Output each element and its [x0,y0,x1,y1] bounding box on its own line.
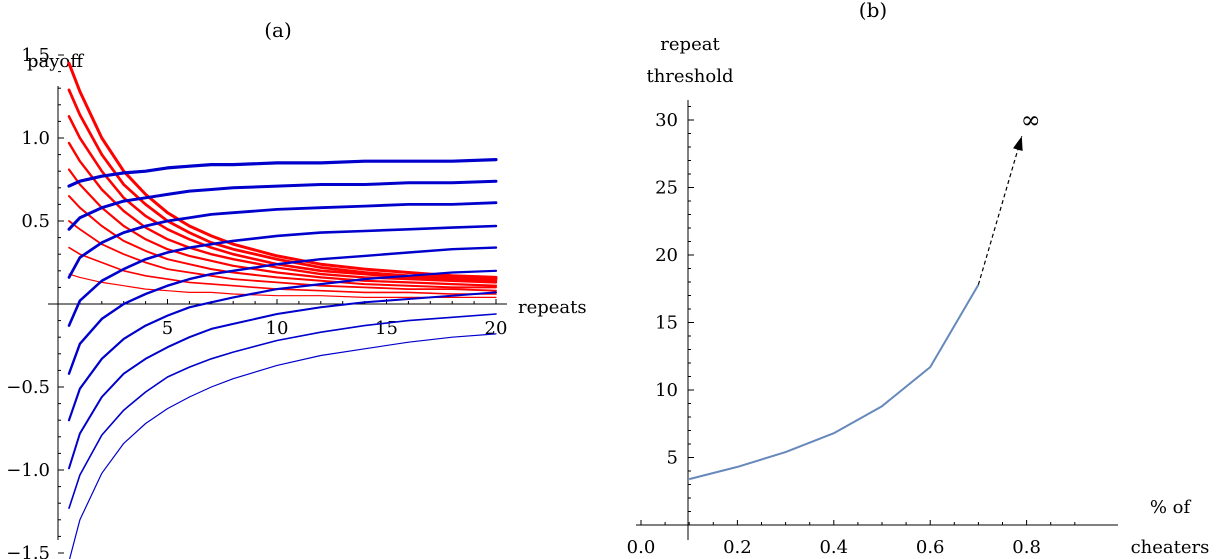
panel-b-y-tick-label: 10 [655,380,678,401]
panel-b-y-tick-label: 25 [655,178,678,199]
panel-a-x-tick-label: 20 [485,318,508,339]
panel-a-x-axis-label: repeats [518,297,587,318]
panel-b-y-axis-label-line1: repeat [660,34,720,55]
panel-a-y-tick-label: −0.5 [6,377,50,398]
panel-a-series-cooperator-13 [69,248,496,374]
panel-a-x-tick-label: 15 [375,318,398,339]
panel-a-y-tick-label: 1.5 [21,45,50,66]
panel-a-y-tick-label: −1.5 [6,543,50,559]
panel-a-title: (a) [264,18,292,42]
panel-b-infinity-label: ∞ [1021,106,1041,134]
panel-b-y-tick-label: 5 [667,448,678,469]
panel-a-series-cooperator-16 [69,314,496,508]
panel-b-x-tick-label: 0.2 [723,537,752,558]
panel-b-y-tick-label: 30 [655,110,678,131]
panel-b-x-tick-label: 0.6 [916,537,945,558]
panel-b-y-axis-label-line2: threshold [646,66,733,87]
panel-a-x-tick-label: 5 [162,318,173,339]
panel-a-y-tick-label: 0.5 [21,211,50,232]
panel-a-x-tick-label: 10 [266,318,289,339]
panel-b-y-tick-label: 20 [655,245,678,266]
panel-b-arrow-head [1013,136,1023,151]
panel-b-title: (b) [859,0,887,22]
panel-a-y-tick-label: 1.0 [21,128,50,149]
panel-b-x-tick-label: 0.0 [627,537,656,558]
panel-a: (a) payoff repeats 5 10 15 20−1.5−1.0−0.50.… [6,18,586,559]
panel-b-x-axis-label-line1: % of [1150,497,1192,518]
panel-b: (b) repeat threshold % of cheaters 0.0 0.… [627,0,1210,558]
panel-a-y-tick-label: −1.0 [6,460,50,481]
panel-b-y-tick-label: 15 [655,313,678,334]
panel-b-arrow-line [978,136,1021,285]
panel-b-x-tick-label: 0.8 [1012,537,1041,558]
panel-b-x-tick-label: 0.4 [819,537,848,558]
panel-b-threshold-line [689,285,978,479]
panel-b-x-axis-label-line2: cheaters [1131,537,1210,558]
